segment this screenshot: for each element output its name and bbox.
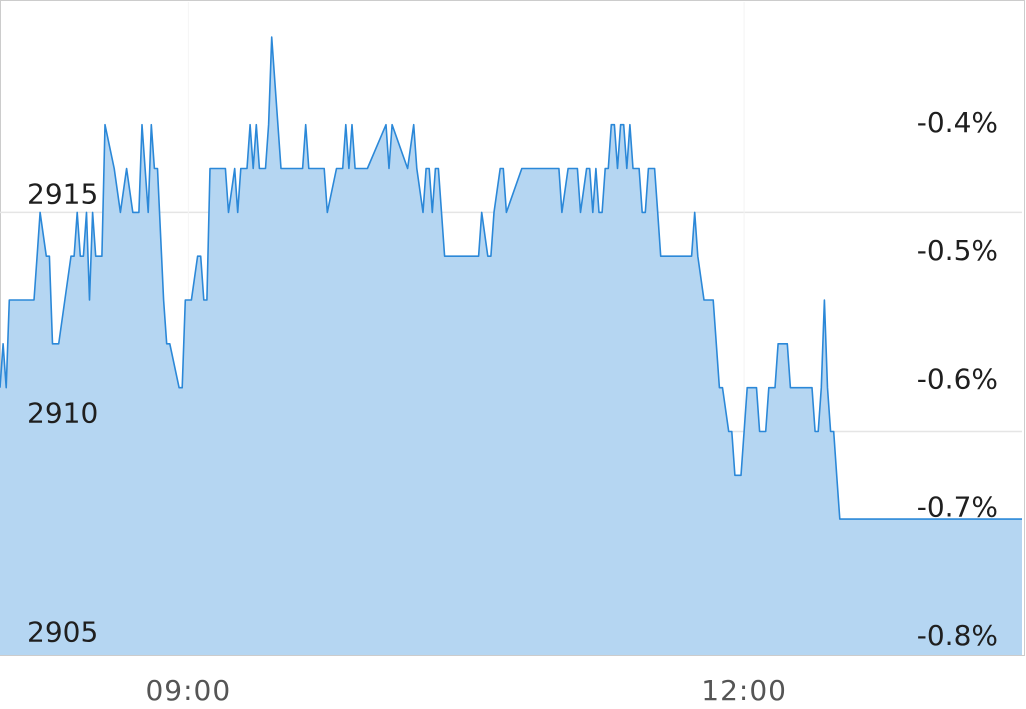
plot-border <box>0 0 1025 656</box>
y-tick-label-right: -0.7% <box>917 490 998 523</box>
y-tick-label-left: 2905 <box>27 616 98 649</box>
y-tick-label-right: -0.8% <box>917 619 998 652</box>
series-area <box>0 37 1022 656</box>
series-line <box>0 36 1022 520</box>
series-layer <box>0 36 1022 656</box>
y-tick-label-left: 2915 <box>27 177 98 210</box>
y-tick-label-left: 2910 <box>27 396 98 429</box>
y-tick-label-right: -0.5% <box>917 234 998 267</box>
y-tick-label-right: -0.6% <box>917 362 998 395</box>
x-tick-label: 12:00 <box>701 674 787 707</box>
x-tick-label: 09:00 <box>145 674 231 707</box>
y-tick-label-right: -0.4% <box>917 106 998 139</box>
tick-layer: 2915 2910 2905 -0.4% -0.5% -0.6% -0.7% -0.8% 09:… <box>27 106 998 707</box>
